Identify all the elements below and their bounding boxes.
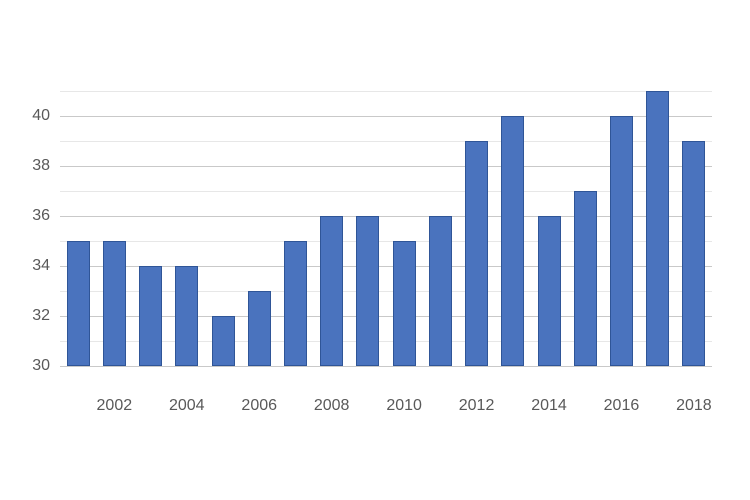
y-tick-label-36: 36 (32, 207, 50, 224)
x-tick-label-2012: 2012 (458, 397, 495, 414)
gridline-30 (60, 366, 712, 367)
gridline-32 (60, 316, 712, 317)
gridline-38 (60, 166, 712, 167)
x-tick-label-2004: 2004 (168, 397, 205, 414)
y-tick-label-32: 32 (32, 307, 50, 324)
bar-2004 (175, 266, 199, 366)
gridline-41 (60, 91, 712, 92)
x-tick-label-2010: 2010 (386, 397, 422, 414)
bar-2018 (682, 141, 706, 366)
y-tick-label-38: 38 (32, 157, 50, 174)
gridline-33 (60, 291, 712, 292)
bar-2012 (465, 141, 489, 366)
gridline-40 (60, 116, 712, 117)
x-tick-label-2002: 2002 (96, 397, 133, 414)
gridline-31 (60, 341, 712, 342)
bar-2013 (501, 116, 525, 366)
bar-2008 (320, 216, 344, 366)
bar-2001 (66, 241, 90, 366)
bar-2010 (392, 241, 416, 366)
bar-2009 (356, 216, 380, 366)
bar-2003 (139, 266, 163, 366)
y-tick-label-30: 30 (32, 357, 50, 374)
bar-2006 (247, 291, 271, 366)
x-tick-label-2018: 2018 (676, 397, 712, 414)
gridline-35 (60, 241, 712, 242)
bar-2002 (102, 241, 126, 366)
bar-2005 (211, 316, 235, 366)
gridline-39 (60, 141, 712, 142)
y-tick-label-40: 40 (32, 107, 50, 124)
gridline-36 (60, 216, 712, 217)
bar-2017 (646, 91, 670, 366)
x-tick-label-2014: 2014 (531, 397, 567, 414)
gridline-37 (60, 191, 712, 192)
bar-2015 (573, 191, 597, 366)
plot-area (60, 91, 712, 367)
bar-2007 (283, 241, 307, 366)
y-tick-label-34: 34 (32, 257, 50, 274)
bar-2011 (428, 216, 452, 366)
bar-2014 (537, 216, 561, 366)
gridline-34 (60, 266, 712, 267)
x-tick-label-2008: 2008 (313, 397, 350, 414)
x-tick-label-2016: 2016 (603, 397, 640, 414)
bar-2016 (609, 116, 633, 366)
x-tick-label-2006: 2006 (241, 397, 278, 414)
